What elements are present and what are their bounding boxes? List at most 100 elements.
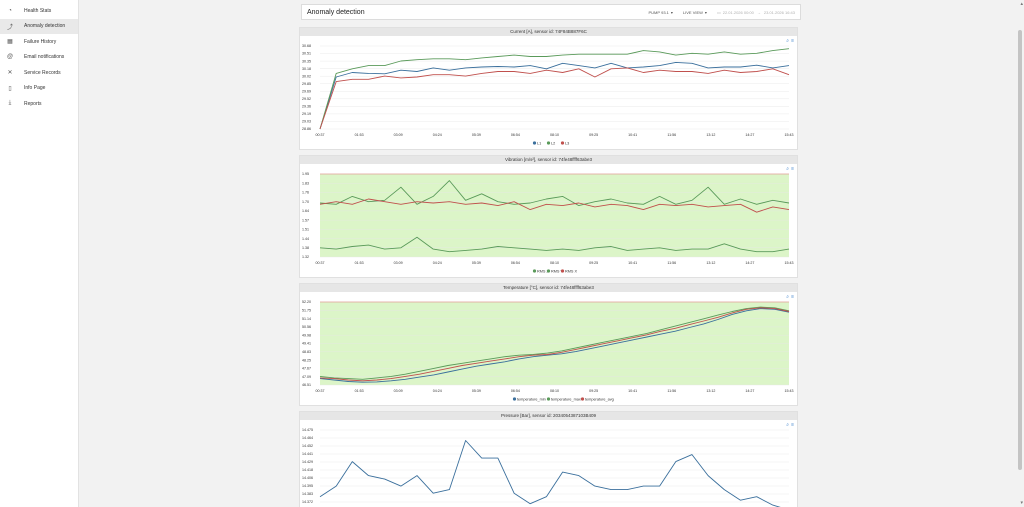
y-tick-label: 46.51 [302, 383, 311, 387]
x-tick-label: 14:27 [745, 261, 754, 265]
x-tick-label: 03:09 [394, 261, 403, 265]
zoom-icon[interactable]: ⌕ [786, 38, 790, 44]
series-line-2[interactable] [319, 198, 790, 213]
y-tick-label: 30.18 [302, 67, 311, 71]
x-tick-label: 06:54 [511, 261, 520, 265]
pump-select[interactable]: PUMP 93.1 ▾ [649, 10, 673, 15]
sidebar-item-label: Email notifications [24, 54, 65, 61]
menu-icon[interactable]: ≡ [791, 294, 794, 300]
y-tick-label: 14.383 [302, 492, 313, 496]
legend-marker [532, 269, 537, 273]
y-tick-label: 1.83 [302, 181, 309, 185]
x-tick-label: 15:43 [785, 261, 794, 265]
x-tick-label: 09:25 [589, 133, 598, 137]
legend-item[interactable]: RMS Y [551, 269, 563, 273]
y-tick-label: 1.51 [302, 228, 309, 232]
x-tick-label: 08:10 [550, 389, 559, 393]
menu-icon[interactable]: ≡ [791, 38, 794, 44]
legend-item[interactable]: RMS Z [537, 269, 549, 273]
date-range-picker[interactable]: ▭ 22.01.2026 00:00 → 23.01.2026 16:43 [717, 10, 795, 15]
zoom-icon[interactable]: ⌕ [786, 294, 790, 300]
sidebar-item-service-records[interactable]: ✕ Service Records [0, 65, 78, 81]
legend-marker [580, 397, 585, 401]
y-tick-label: 29.85 [302, 82, 311, 86]
x-tick-label: 09:25 [589, 261, 598, 265]
legend-item[interactable]: L1 [537, 141, 541, 145]
y-tick-label: 29.52 [302, 97, 311, 101]
series-line-0[interactable] [319, 440, 789, 507]
chevron-down-icon: ▾ [704, 9, 707, 15]
x-tick-label: 01:53 [355, 261, 364, 265]
y-tick-label: 29.69 [302, 89, 311, 93]
zoom-icon[interactable]: ⌕ [786, 166, 790, 172]
x-tick-label: 05:39 [472, 133, 481, 137]
series-line-2[interactable] [319, 67, 790, 130]
y-tick-label: 1.76 [302, 191, 309, 195]
y-tick-label: 29.19 [302, 112, 311, 116]
sidebar-item-reports[interactable]: ⤓ Reports [0, 96, 78, 112]
legend-marker [546, 141, 551, 145]
sidebar-item-label: Reports [24, 100, 42, 107]
scroll-up-icon[interactable]: ▴ [1020, 1, 1023, 7]
legend-item[interactable]: L3 [565, 141, 569, 145]
sidebar-item-email-notifications[interactable]: @ Email notifications [0, 50, 78, 66]
legend-item[interactable]: temperature_avg [585, 397, 614, 401]
scrollbar-thumb[interactable] [1018, 30, 1022, 470]
x-tick-label: 04:24 [433, 389, 442, 393]
legend-marker [560, 141, 565, 145]
sidebar-item-info-page[interactable]: ▯ Info Page [0, 81, 78, 97]
x-tick-label: 13:12 [706, 261, 715, 265]
legend-item[interactable]: temperature_min [517, 397, 546, 401]
view-select[interactable]: LIVE VIEW ▾ [683, 10, 707, 15]
date-to: 23.01.2026 16:43 [763, 9, 795, 15]
y-tick-label: 1.38 [302, 246, 309, 250]
legend-marker [560, 269, 565, 273]
x-tick-label: 00:37 [316, 133, 325, 137]
sidebar-item-anomaly-detection[interactable]: ⤴ Anomaly detection [0, 18, 78, 34]
page-scrollbar[interactable]: ▴ ▾ [1016, 0, 1024, 507]
y-tick-label: 51.75 [302, 309, 311, 313]
series-line-1[interactable] [319, 48, 790, 130]
sidebar-item-health-stats[interactable]: ◔ Health Stats [0, 3, 78, 19]
temperature-chart-panel: Temperature [°C], sensor id: 74fe48ffff6… [299, 283, 798, 406]
legend-marker [546, 397, 551, 401]
x-tick-label: 05:39 [472, 261, 481, 265]
chart-plot: 52.20 51.75 51.14 50.56 49.98 49.41 48.83 48.25… [302, 300, 794, 401]
chevron-down-icon: ▾ [670, 9, 673, 15]
x-tick-label: 13:12 [706, 389, 715, 393]
chart-plot: 14.475 14.464 14.452 14.441 14.429 14.418 14.4… [302, 428, 789, 507]
series-line-0[interactable] [319, 61, 790, 130]
menu-icon[interactable]: ≡ [791, 422, 794, 428]
book-icon: ▯ [8, 85, 12, 92]
x-tick-label: 05:39 [472, 389, 481, 393]
chart-title: Current [A], sensor id: 74F84B887F6C [300, 28, 797, 36]
zoom-icon[interactable]: ⌕ [786, 422, 790, 428]
x-tick-label: 01:53 [355, 133, 364, 137]
legend-item[interactable]: RMS X [565, 269, 577, 273]
x-tick-label: 11:56 [667, 261, 676, 265]
legend-item[interactable]: temperature_max [551, 397, 581, 401]
menu-icon[interactable]: ≡ [791, 166, 794, 172]
legend-item[interactable]: L2 [551, 141, 555, 145]
chart-title: Vibration [m/s²], sensor id: 74fe48ffff6… [300, 156, 797, 164]
y-tick-label: 29.03 [302, 120, 311, 124]
series-line-1[interactable] [319, 236, 790, 253]
y-tick-label: 1.44 [302, 237, 309, 241]
y-tick-label: 48.83 [302, 350, 311, 354]
y-tick-label: 14.441 [302, 452, 313, 456]
chart-toolbar: ⌕ ≡ [786, 422, 794, 428]
x-tick-label: 01:53 [355, 389, 364, 393]
sidebar-item-label: Service Records [24, 69, 61, 76]
series-line-1[interactable] [319, 306, 790, 380]
legend-marker [532, 141, 537, 145]
y-tick-label: 14.418 [302, 468, 313, 472]
x-tick-label: 06:54 [511, 133, 520, 137]
series-line-0[interactable] [319, 180, 790, 207]
series-line-2[interactable] [319, 307, 790, 382]
series-line-0[interactable] [319, 308, 790, 383]
y-tick-label: 51.14 [302, 317, 311, 321]
y-tick-label: 14.395 [302, 484, 313, 488]
scroll-down-icon[interactable]: ▾ [1020, 500, 1023, 506]
x-tick-label: 14:27 [745, 389, 754, 393]
sidebar-item-failure-history[interactable]: ▦ Failure History [0, 34, 78, 50]
